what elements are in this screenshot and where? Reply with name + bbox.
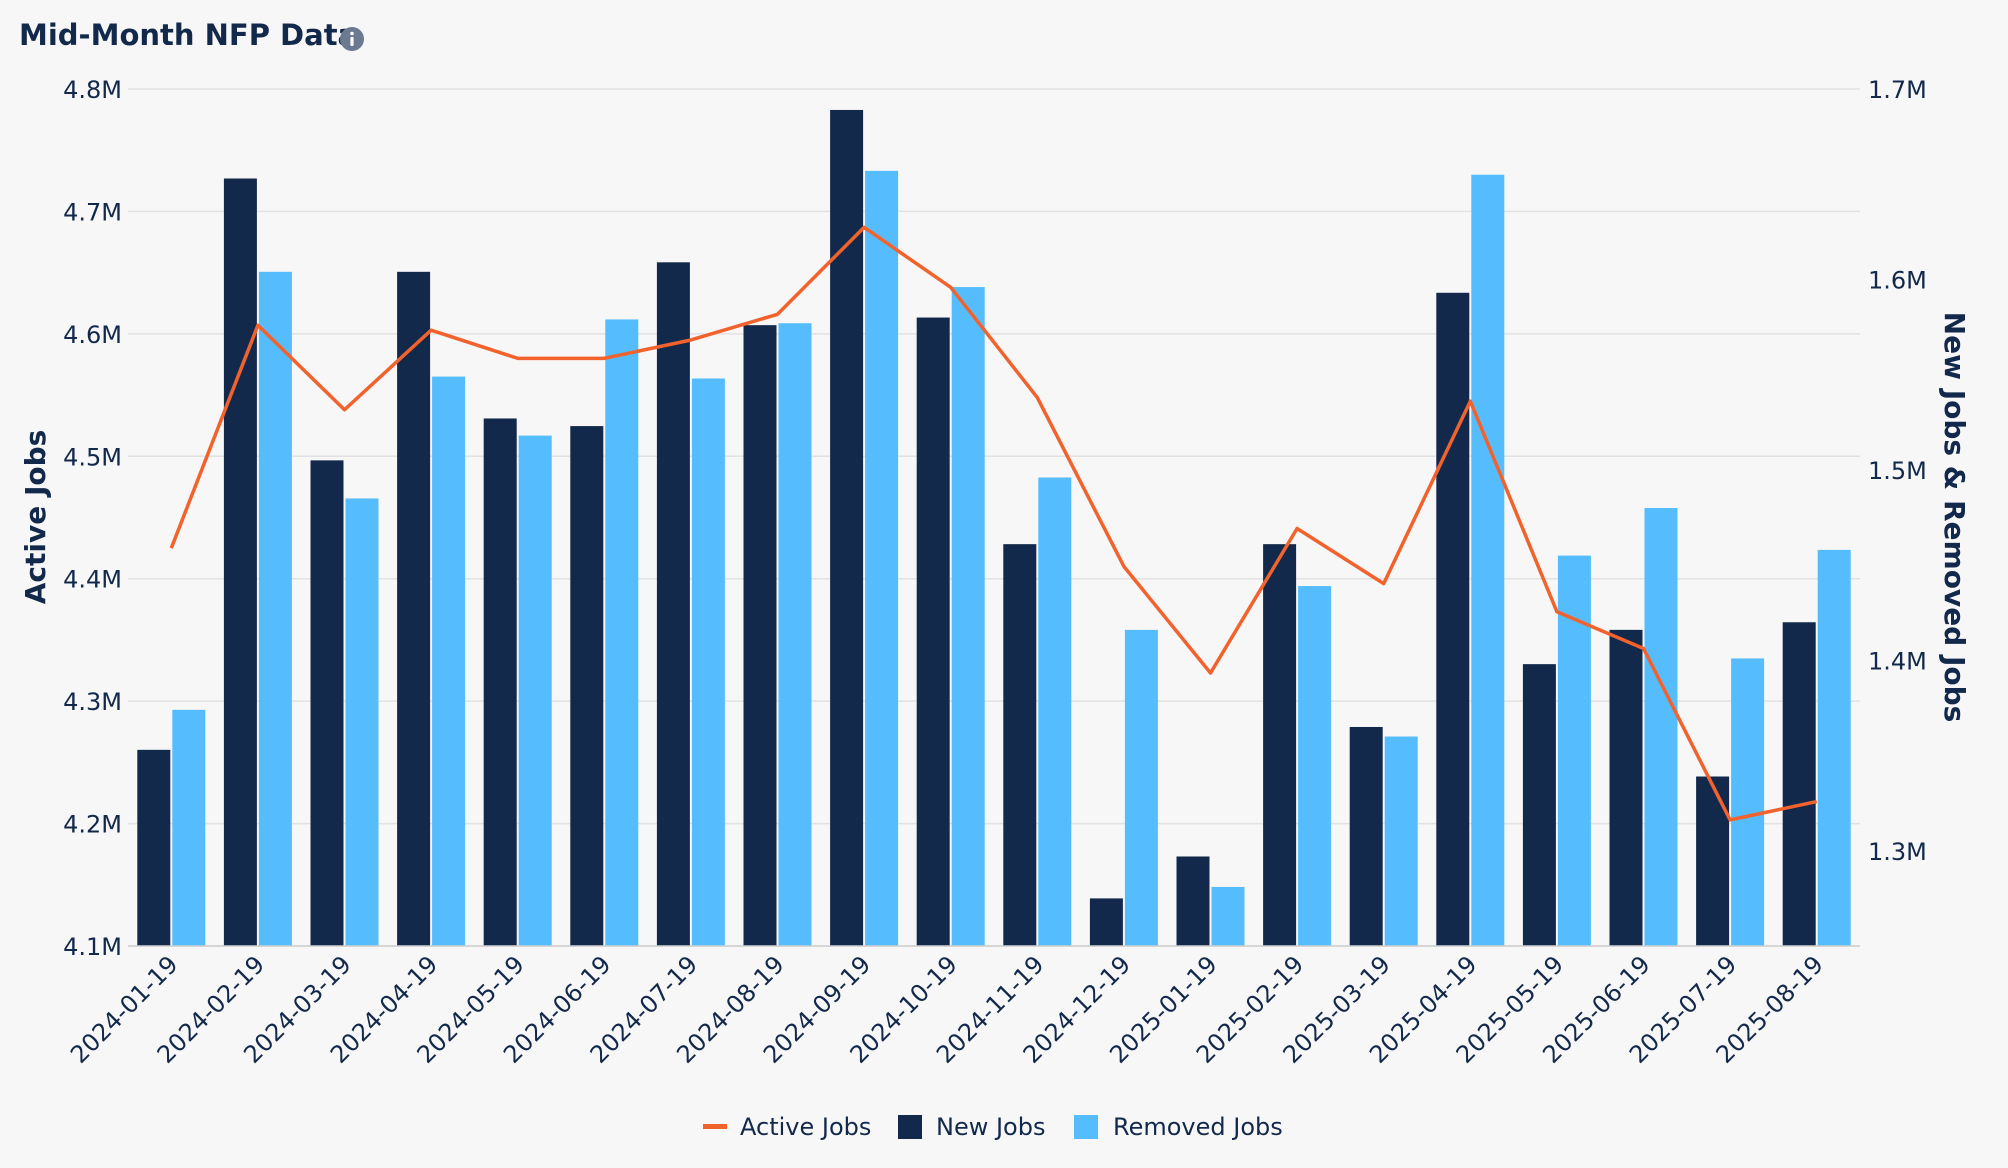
bar-new-jobs bbox=[1003, 544, 1037, 946]
bar-new-jobs bbox=[1089, 898, 1123, 946]
bar-removed-jobs bbox=[1124, 629, 1158, 946]
bar-new-jobs bbox=[1522, 664, 1556, 946]
legend-swatch-active-jobs bbox=[703, 1124, 727, 1129]
bar-new-jobs bbox=[310, 460, 344, 946]
bar-removed-jobs bbox=[518, 435, 552, 946]
bar-new-jobs bbox=[1696, 776, 1730, 946]
bar-removed-jobs bbox=[1211, 886, 1245, 946]
y-right-axis-title: New Jobs & Removed Jobs bbox=[1938, 312, 1971, 723]
bar-removed-jobs bbox=[865, 170, 899, 946]
bar-removed-jobs bbox=[951, 287, 985, 946]
bar-removed-jobs bbox=[345, 498, 379, 946]
legend-label-removed-jobs: Removed Jobs bbox=[1113, 1113, 1283, 1141]
bar-removed-jobs bbox=[691, 378, 725, 946]
bar-removed-jobs bbox=[1038, 477, 1072, 946]
y-left-tick-label: 4.4M bbox=[63, 566, 122, 594]
y-left-tick-label: 4.5M bbox=[63, 443, 122, 471]
bar-removed-jobs bbox=[778, 323, 812, 946]
y-left-tick-label: 4.3M bbox=[63, 688, 122, 716]
line-active-jobs bbox=[169, 225, 1818, 822]
bar-new-jobs bbox=[743, 325, 777, 946]
legend-label-new-jobs: New Jobs bbox=[936, 1113, 1045, 1141]
y-right-tick-label: 1.4M bbox=[1868, 647, 1927, 675]
bar-new-jobs bbox=[1609, 629, 1643, 946]
bar-new-jobs bbox=[916, 317, 950, 946]
y-left-tick-label: 4.1M bbox=[63, 933, 122, 961]
legend-swatch-new-jobs bbox=[898, 1115, 922, 1139]
bar-new-jobs bbox=[223, 178, 257, 946]
y-left-tick-label: 4.6M bbox=[63, 321, 122, 349]
bar-removed-jobs bbox=[1817, 549, 1851, 946]
bar-new-jobs bbox=[1782, 622, 1816, 946]
bar-removed-jobs bbox=[172, 709, 206, 946]
bar-new-jobs bbox=[397, 271, 431, 946]
bar-new-jobs bbox=[570, 426, 604, 946]
bar-removed-jobs bbox=[432, 376, 466, 946]
legend-swatch-removed-jobs bbox=[1074, 1115, 1098, 1139]
y-left-tick-label: 4.2M bbox=[63, 811, 122, 839]
y-left-axis-title: Active Jobs bbox=[19, 430, 52, 605]
bar-new-jobs bbox=[656, 262, 690, 946]
info-circle-icon[interactable] bbox=[339, 26, 365, 52]
y-right-tick-label: 1.6M bbox=[1868, 266, 1927, 294]
bar-new-jobs bbox=[1263, 544, 1297, 946]
bar-new-jobs bbox=[1436, 292, 1470, 947]
bar-removed-jobs bbox=[1298, 586, 1332, 946]
chart-title: Mid-Month NFP Data bbox=[19, 18, 358, 52]
bar-removed-jobs bbox=[258, 271, 292, 946]
legend-label-active-jobs: Active Jobs bbox=[740, 1113, 871, 1141]
y-left-tick-label: 4.7M bbox=[63, 198, 122, 226]
bar-new-jobs bbox=[137, 749, 171, 946]
y-left-tick-label: 4.8M bbox=[63, 76, 122, 104]
y-right-tick-label: 1.3M bbox=[1868, 838, 1927, 866]
bar-new-jobs bbox=[830, 109, 864, 946]
bar-new-jobs bbox=[1349, 726, 1383, 946]
y-right-tick-label: 1.7M bbox=[1868, 76, 1927, 104]
bar-new-jobs bbox=[1176, 856, 1210, 946]
bar-removed-jobs bbox=[1384, 736, 1418, 946]
y-right-tick-label: 1.5M bbox=[1868, 457, 1927, 485]
bar-new-jobs bbox=[483, 418, 517, 947]
bar-removed-jobs bbox=[1731, 658, 1765, 946]
bar-removed-jobs bbox=[1471, 174, 1505, 946]
bar-removed-jobs bbox=[1644, 507, 1678, 946]
bar-removed-jobs bbox=[605, 319, 639, 947]
